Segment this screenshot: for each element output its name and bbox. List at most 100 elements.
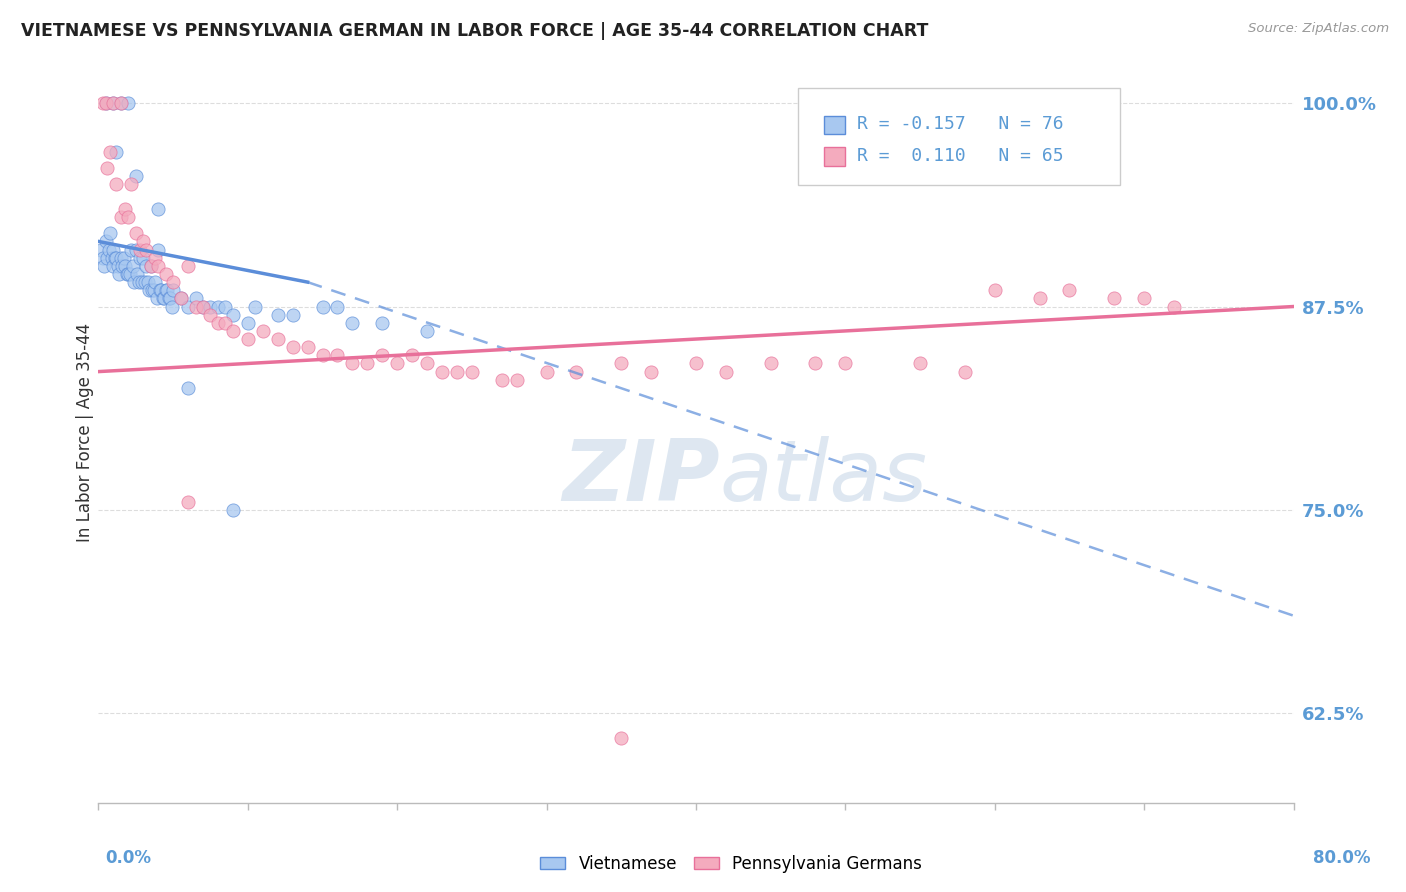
Point xyxy=(159,292,181,306)
Point xyxy=(94,96,117,111)
Point xyxy=(297,340,319,354)
Point xyxy=(1104,292,1126,306)
FancyBboxPatch shape xyxy=(824,147,845,166)
Point xyxy=(1059,283,1081,297)
Point xyxy=(371,348,394,362)
Point xyxy=(222,503,245,517)
Point xyxy=(908,356,931,370)
Point xyxy=(94,96,117,111)
Point xyxy=(565,365,588,379)
Point xyxy=(127,267,149,281)
Text: 80.0%: 80.0% xyxy=(1313,849,1371,867)
Point xyxy=(385,356,409,370)
Point xyxy=(96,251,118,265)
Point xyxy=(129,243,152,257)
Point xyxy=(177,259,200,273)
Point xyxy=(214,300,236,314)
Point xyxy=(118,267,141,281)
Point xyxy=(446,365,468,379)
Point xyxy=(117,210,139,224)
Point xyxy=(150,283,173,297)
Point xyxy=(236,332,259,346)
Point xyxy=(461,365,484,379)
Point xyxy=(103,96,125,111)
Point xyxy=(214,316,236,330)
Point xyxy=(98,227,122,241)
Point xyxy=(104,251,127,265)
Point xyxy=(98,145,122,159)
Point xyxy=(953,365,976,379)
Point xyxy=(416,356,439,370)
Point xyxy=(136,275,159,289)
Y-axis label: In Labor Force | Age 35-44: In Labor Force | Age 35-44 xyxy=(76,323,94,542)
Point xyxy=(110,96,132,111)
Point xyxy=(103,243,125,257)
Point xyxy=(207,316,229,330)
Point xyxy=(124,275,146,289)
Point xyxy=(93,259,115,273)
Point xyxy=(91,96,114,111)
Point xyxy=(149,283,172,297)
Point xyxy=(114,259,136,273)
Point xyxy=(245,300,267,314)
Point xyxy=(200,308,222,322)
Point xyxy=(177,300,200,314)
Point xyxy=(153,292,176,306)
Point xyxy=(640,365,662,379)
Point xyxy=(371,316,394,330)
Point xyxy=(326,348,349,362)
FancyBboxPatch shape xyxy=(797,88,1121,185)
Point xyxy=(125,243,148,257)
Point xyxy=(96,161,118,176)
Point xyxy=(101,251,124,265)
Point xyxy=(184,292,207,306)
Point xyxy=(138,283,160,297)
Point xyxy=(252,324,274,338)
Point xyxy=(112,251,135,265)
Point xyxy=(222,324,245,338)
Point xyxy=(342,356,364,370)
Text: R =  0.110   N = 65: R = 0.110 N = 65 xyxy=(858,146,1064,165)
Point xyxy=(200,300,222,314)
FancyBboxPatch shape xyxy=(824,116,845,135)
Point xyxy=(128,275,150,289)
Point xyxy=(114,202,136,216)
Text: R = -0.157   N = 76: R = -0.157 N = 76 xyxy=(858,115,1064,133)
Point xyxy=(416,324,439,338)
Point xyxy=(430,365,453,379)
Text: atlas: atlas xyxy=(720,435,928,518)
Point xyxy=(157,292,180,306)
Point xyxy=(491,373,513,387)
Point xyxy=(120,178,142,192)
Point xyxy=(156,283,179,297)
Point xyxy=(142,283,165,297)
Point xyxy=(105,178,128,192)
Legend: Vietnamese, Pennsylvania Germans: Vietnamese, Pennsylvania Germans xyxy=(534,848,928,880)
Point xyxy=(111,259,134,273)
Point xyxy=(135,259,157,273)
Point xyxy=(139,259,162,273)
Point xyxy=(97,243,120,257)
Point xyxy=(191,300,214,314)
Point xyxy=(311,348,333,362)
Point xyxy=(103,259,125,273)
Point xyxy=(110,96,132,111)
Point xyxy=(141,283,163,297)
Point xyxy=(155,283,177,297)
Point xyxy=(191,300,214,314)
Point xyxy=(759,356,782,370)
Point xyxy=(125,169,148,184)
Text: VIETNAMESE VS PENNSYLVANIA GERMAN IN LABOR FORCE | AGE 35-44 CORRELATION CHART: VIETNAMESE VS PENNSYLVANIA GERMAN IN LAB… xyxy=(21,22,928,40)
Point xyxy=(105,145,128,159)
Point xyxy=(117,267,139,281)
Point xyxy=(177,381,200,395)
Point xyxy=(506,373,529,387)
Point xyxy=(184,300,207,314)
Point xyxy=(356,356,378,370)
Point xyxy=(267,332,290,346)
Point xyxy=(143,251,166,265)
Point xyxy=(129,251,152,265)
Point xyxy=(145,292,167,306)
Point xyxy=(984,283,1007,297)
Point xyxy=(834,356,856,370)
